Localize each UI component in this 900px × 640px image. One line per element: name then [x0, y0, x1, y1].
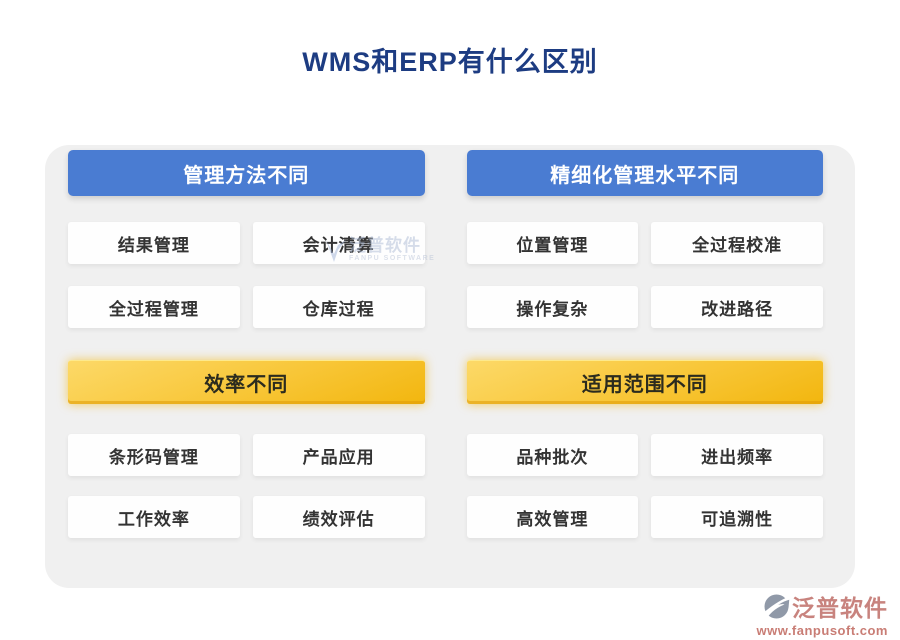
section-items-fine-management-level: 位置管理 全过程校准 操作复杂 改进路径	[466, 222, 823, 328]
item-traceability: 可追溯性	[651, 496, 823, 538]
item-operation-complexity: 操作复杂	[466, 286, 639, 328]
section-items-management-method: 结果管理 会计清算 全过程管理 仓库过程	[68, 222, 425, 328]
item-work-efficiency: 工作效率	[68, 496, 240, 538]
fanpu-logo-name: 泛普软件	[792, 595, 888, 621]
content-card: 管理方法不同 结果管理 会计清算 全过程管理 仓库过程 效率不同 条形码管理 产…	[45, 145, 855, 588]
section-header-management-method: 管理方法不同	[68, 150, 425, 196]
item-warehouse-process: 仓库过程	[252, 286, 425, 328]
item-performance-evaluation: 绩效评估	[252, 496, 425, 538]
item-location-management: 位置管理	[466, 222, 639, 264]
item-improvement-path: 改进路径	[651, 286, 823, 328]
section-items-efficiency: 条形码管理 产品应用 工作效率 绩效评估	[68, 434, 425, 538]
item-product-application: 产品应用	[252, 434, 425, 476]
section-header-applicable-scope: 适用范围不同	[466, 360, 823, 404]
item-result-management: 结果管理	[68, 222, 240, 264]
fanpu-logo: 泛普软件 www.fanpusoft.com	[756, 589, 888, 638]
fanpu-logo-row: 泛普软件	[756, 589, 888, 623]
item-whole-process-management: 全过程管理	[68, 286, 240, 328]
fanpu-logo-url: www.fanpusoft.com	[756, 623, 888, 638]
item-barcode-management: 条形码管理	[68, 434, 240, 476]
item-efficient-management: 高效管理	[466, 496, 639, 538]
right-column: 精细化管理水平不同 位置管理 全过程校准 操作复杂 改进路径 适用范围不同 品种…	[466, 150, 823, 588]
item-whole-process-calibration: 全过程校准	[651, 222, 823, 264]
page-title: WMS和ERP有什么区别	[302, 47, 598, 77]
left-column: 管理方法不同 结果管理 会计清算 全过程管理 仓库过程 效率不同 条形码管理 产…	[68, 150, 425, 588]
section-items-applicable-scope: 品种批次 进出频率 高效管理 可追溯性	[466, 434, 823, 538]
item-accounting-settlement: 会计清算	[252, 222, 425, 264]
section-header-fine-management-level: 精细化管理水平不同	[466, 150, 823, 196]
section-header-efficiency: 效率不同	[68, 360, 425, 404]
item-variety-batch: 品种批次	[466, 434, 639, 476]
fanpu-logo-icon	[763, 594, 790, 618]
item-in-out-frequency: 进出频率	[651, 434, 823, 476]
